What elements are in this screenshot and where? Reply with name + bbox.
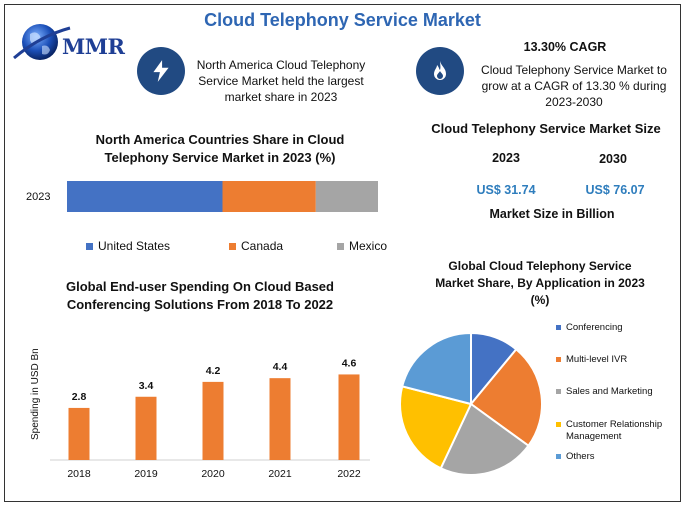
- x-tick-label: 2021: [268, 468, 292, 480]
- logo-text: MMR: [62, 34, 125, 59]
- bar-value-label: 4.6: [342, 357, 357, 369]
- application-share-chart-title: Global Cloud Telephony Service Market Sh…: [435, 259, 645, 307]
- north-america-highlight: North America Cloud Telephony Service Ma…: [196, 58, 366, 104]
- legend-item-united-states: United States: [86, 239, 170, 253]
- legend-label: Canada: [241, 239, 284, 253]
- market-size-year-2023: 2023: [492, 151, 520, 165]
- legend-item-mexico: Mexico: [337, 239, 387, 253]
- spending-chart-title: Global End-user Spending On Cloud Based …: [66, 279, 334, 312]
- hbar-segment-canada: [222, 181, 316, 212]
- legend-label: United States: [98, 239, 171, 253]
- bar-value-label: 3.4: [139, 380, 154, 392]
- country-share-chart-title: North America Countries Share in Cloud T…: [95, 132, 345, 165]
- cagr-title: 13.30% CAGR: [523, 40, 607, 54]
- application-pie-chart: [399, 331, 543, 476]
- market-size-unit: Market Size in Billion: [489, 207, 615, 221]
- pie-slice-multi-level-ivr: [469, 347, 543, 448]
- hbar-category-label: 2023: [26, 191, 50, 203]
- legend-label: Multi-level IVR: [566, 354, 628, 365]
- page-title: Cloud Telephony Service Market: [204, 10, 481, 30]
- mmr-logo: [12, 18, 132, 70]
- legend-item-canada: Canada: [229, 239, 283, 253]
- pie-legend-crm: Customer Relationship Management: [556, 419, 676, 443]
- legend-label: Conferencing: [566, 322, 623, 333]
- legend-swatch: [556, 357, 561, 362]
- spending-bar: [68, 407, 90, 460]
- y-axis-label: Spending in USD Bn: [30, 348, 41, 440]
- legend-swatch: [229, 242, 236, 250]
- bar-value-label: 4.2: [206, 365, 221, 377]
- spending-bar: [135, 396, 157, 460]
- market-size-value-2030: US$ 76.07: [585, 183, 645, 197]
- legend-label: Others: [566, 451, 595, 462]
- pie-legend-sales-and-marketing: Sales and Marketing: [556, 386, 653, 398]
- lightning-icon: [137, 47, 185, 95]
- pie-legend-conferencing: Conferencing: [556, 322, 623, 334]
- bar-value-label: 2.8: [72, 391, 87, 403]
- legend-swatch: [556, 389, 561, 394]
- spending-bar: [202, 381, 224, 460]
- flame-icon: [416, 47, 464, 95]
- country-share-legend: United States Canada Mexico: [86, 239, 406, 257]
- x-tick-label: 2022: [337, 468, 361, 480]
- cagr-text: Cloud Telephony Service Market to grow a…: [481, 63, 667, 109]
- legend-swatch: [86, 242, 93, 250]
- spending-bar: [269, 378, 291, 460]
- hbar-segment-mexico: [315, 181, 378, 212]
- pie-legend-multi-level-ivr: Multi-level IVR: [556, 354, 627, 366]
- pie-slice-customer-relationship-management: [399, 385, 473, 470]
- market-size-value-2023: US$ 31.74: [476, 183, 536, 197]
- bar-value-label: 4.4: [273, 361, 288, 373]
- legend-label: Customer Relationship Management: [566, 419, 663, 442]
- legend-swatch: [556, 325, 561, 330]
- legend-swatch: [556, 454, 561, 459]
- market-size-year-2030: 2030: [599, 152, 627, 166]
- pie-slice-others: [401, 331, 472, 406]
- legend-swatch: [556, 422, 561, 427]
- legend-label: Sales and Marketing: [566, 386, 653, 397]
- market-size-title: Cloud Telephony Service Market Size: [431, 121, 661, 136]
- legend-swatch: [337, 242, 344, 250]
- x-tick-label: 2020: [201, 468, 225, 480]
- hbar-segment-united-states: [67, 181, 223, 212]
- spending-chart: Spending in USD Bn 2.8 2018 3.4 2019 4.2 2020…: [30, 348, 370, 480]
- spending-bar: [338, 374, 360, 460]
- legend-label: Mexico: [349, 239, 388, 253]
- globe-icon: [13, 24, 71, 60]
- x-tick-label: 2018: [67, 468, 91, 480]
- pie-legend-others: Others: [556, 451, 595, 463]
- x-tick-label: 2019: [134, 468, 158, 480]
- country-share-chart: 2023: [26, 181, 378, 212]
